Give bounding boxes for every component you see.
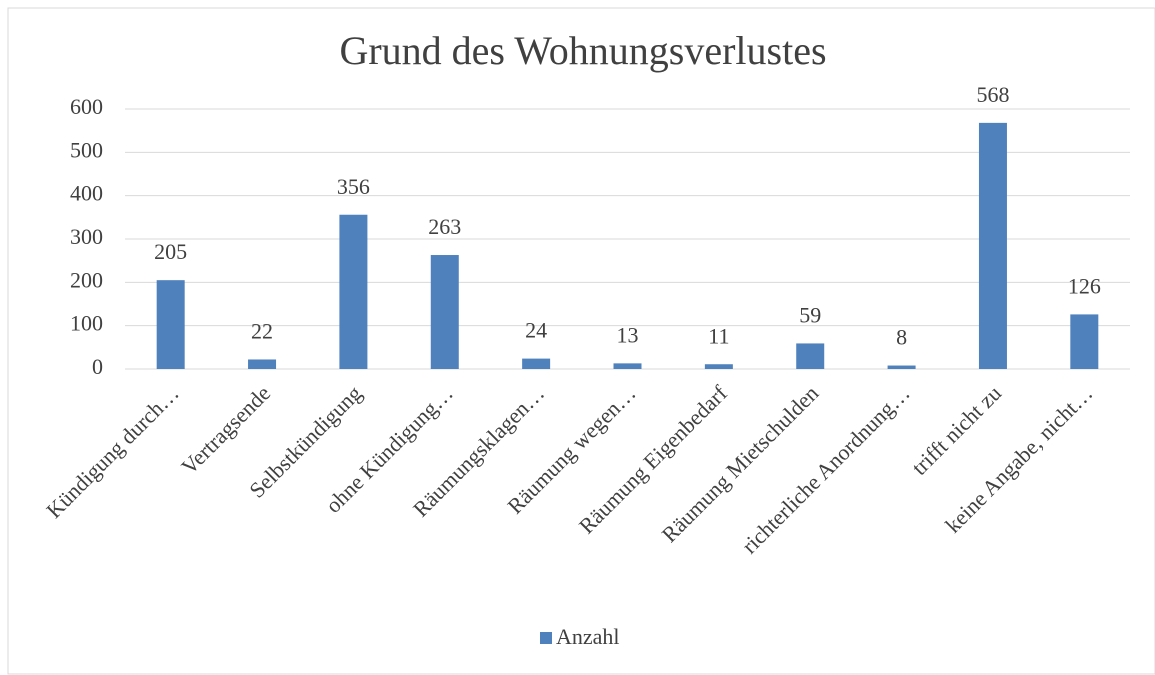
- chart-title: Grund des Wohnungsverlustes: [339, 28, 826, 73]
- data-label: 22: [251, 319, 273, 344]
- legend-swatch: [540, 632, 552, 644]
- bar: [339, 214, 368, 369]
- bar: [248, 359, 277, 369]
- y-tick-label: 0: [92, 354, 103, 379]
- bar: [887, 365, 916, 369]
- data-label: 59: [799, 302, 821, 327]
- bar: [156, 280, 185, 369]
- bar: [978, 122, 1007, 369]
- bar: [796, 343, 825, 369]
- data-label: 126: [1068, 273, 1101, 298]
- bar: [522, 358, 551, 369]
- chart-frame: [7, 7, 1155, 675]
- bar: [1070, 314, 1099, 369]
- data-label: 13: [617, 322, 639, 347]
- data-label: 356: [337, 174, 370, 199]
- y-tick-label: 500: [70, 137, 103, 162]
- y-tick-label: 400: [70, 181, 103, 206]
- data-label: 11: [708, 323, 729, 348]
- bar: [430, 255, 459, 369]
- y-tick-label: 200: [70, 267, 103, 292]
- data-label: 205: [154, 239, 187, 264]
- data-label: 24: [525, 318, 547, 343]
- bar: [613, 363, 642, 369]
- data-label: 568: [976, 82, 1009, 107]
- y-tick-label: 600: [70, 94, 103, 119]
- bar: [704, 364, 733, 369]
- legend-label: Anzahl: [556, 624, 620, 649]
- data-label: 8: [896, 325, 907, 350]
- y-tick-label: 100: [70, 311, 103, 336]
- y-tick-label: 300: [70, 224, 103, 249]
- data-label: 263: [428, 214, 461, 239]
